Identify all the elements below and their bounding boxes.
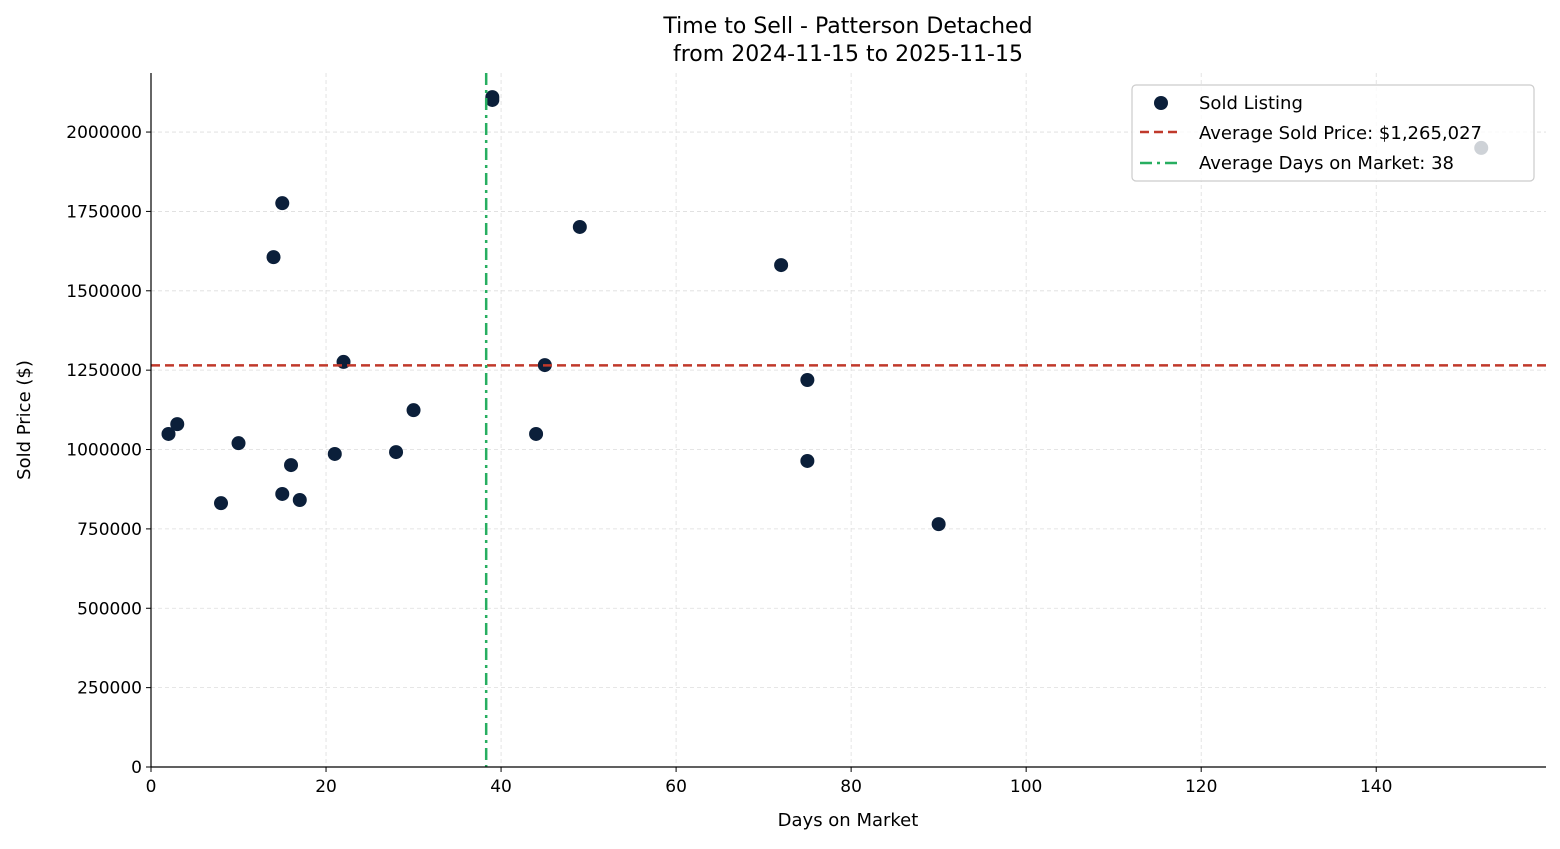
chart-title: Time to Sell - Patterson Detached [662, 14, 1032, 39]
legend: Sold Listing Average Sold Price: $1,265,… [1131, 84, 1535, 182]
y-tick-label: 1500000 [66, 282, 142, 302]
x-tick-label: 40 [490, 777, 512, 797]
data-point [231, 436, 246, 451]
ticks: 0 20 40 60 80 100 120 140 0 250000 500000 750000 100… [66, 123, 1392, 797]
x-tick-label: 0 [146, 777, 157, 797]
data-point [800, 372, 815, 387]
legend-box [1131, 84, 1535, 182]
data-point [336, 354, 351, 369]
y-tick-label: 0 [131, 758, 142, 778]
x-tick-label: 20 [315, 777, 337, 797]
y-tick-label: 1750000 [66, 202, 142, 222]
x-axis-label: Days on Market [778, 810, 919, 831]
x-tick-label: 100 [1010, 777, 1042, 797]
data-point [292, 493, 307, 508]
data-point [529, 426, 544, 441]
y-tick-label: 500000 [77, 599, 142, 619]
y-tick-label: 1000000 [66, 441, 142, 461]
y-tick-label: 750000 [77, 520, 142, 540]
legend-label-avg-days: Average Days on Market: 38 [1199, 153, 1454, 174]
data-point [214, 496, 229, 511]
legend-label-avg-price: Average Sold Price: $1,265,027 [1199, 123, 1482, 144]
x-tick-label: 80 [840, 777, 862, 797]
chart-subtitle: from 2024-11-15 to 2025-11-15 [673, 42, 1023, 67]
y-tick-label: 1250000 [66, 361, 142, 381]
x-tick-label: 120 [1185, 777, 1217, 797]
data-point [170, 417, 185, 432]
y-axis-label: Sold Price ($) [14, 360, 35, 480]
data-point [485, 92, 500, 107]
data-point [572, 219, 587, 234]
data-point [266, 250, 281, 265]
x-tick-label: 60 [665, 777, 687, 797]
data-point [161, 426, 176, 441]
data-point [774, 258, 789, 273]
data-point [284, 458, 299, 473]
y-tick-label: 250000 [77, 679, 142, 699]
data-point [406, 403, 421, 418]
y-tick-label: 2000000 [66, 123, 142, 143]
legend-marker-sold [1154, 96, 1168, 110]
data-point [275, 486, 290, 501]
data-point [931, 517, 946, 532]
legend-label-sold: Sold Listing [1199, 93, 1303, 114]
data-point [800, 453, 815, 468]
points [161, 90, 1489, 532]
x-tick-label: 140 [1360, 777, 1392, 797]
data-point [327, 446, 342, 461]
data-point [389, 445, 404, 460]
reference-lines [151, 73, 1546, 767]
data-point [275, 196, 290, 211]
